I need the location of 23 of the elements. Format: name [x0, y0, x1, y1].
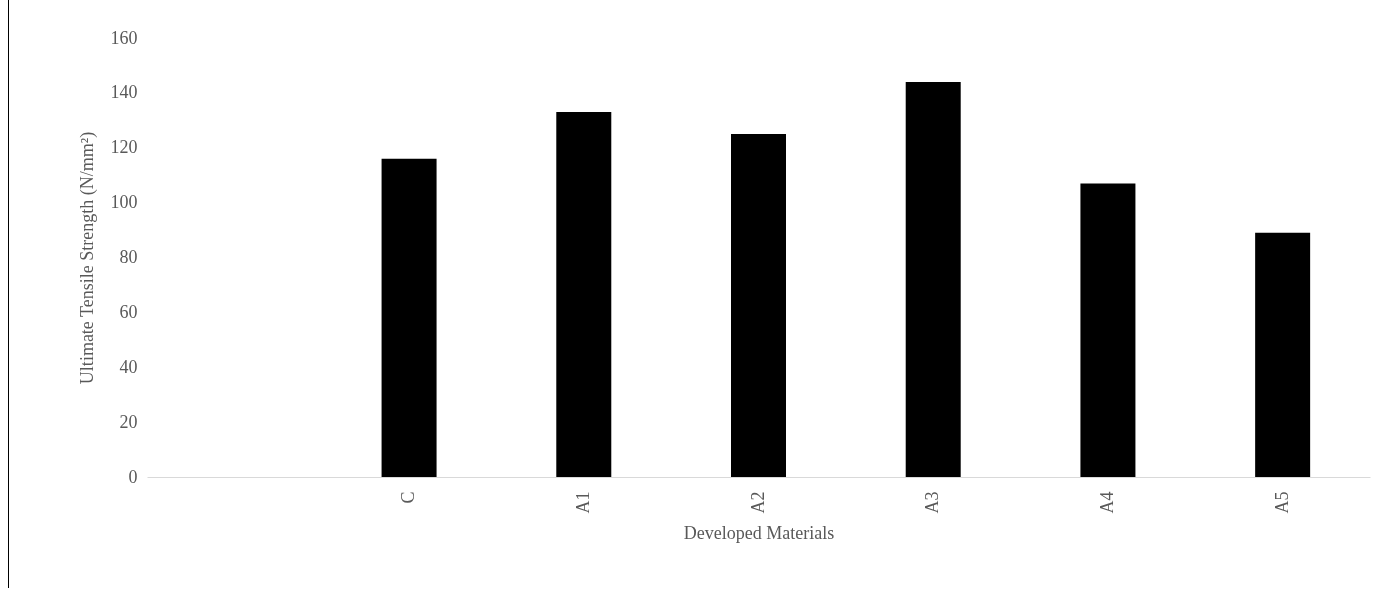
y-tick-label: 160: [110, 27, 138, 48]
bar: [1080, 183, 1136, 477]
y-tick-label: 20: [119, 411, 138, 432]
x-tick-label: A2: [747, 491, 768, 514]
y-tick-label: 0: [128, 466, 138, 487]
y-tick-label: 60: [119, 301, 138, 322]
x-tick-label: A4: [1096, 491, 1117, 514]
y-tick-label: 140: [110, 82, 138, 103]
y-tick-label: 80: [119, 247, 138, 267]
x-tick-label: A1: [572, 491, 593, 514]
x-axis-title: Developed Materials: [683, 523, 835, 544]
bar: [381, 158, 437, 477]
x-tick-label: A5: [1271, 491, 1292, 514]
bar: [556, 112, 612, 477]
y-tick-label: 120: [110, 137, 138, 158]
y-axis-title: Ultimate Tensile Strength (N/mm²): [76, 131, 98, 385]
x-tick-label: A3: [922, 491, 943, 514]
y-tick-label: 40: [119, 356, 138, 377]
bar: [1255, 232, 1311, 477]
x-tick-label: C: [398, 491, 419, 504]
bar: [731, 134, 786, 477]
y-tick-label: 100: [110, 192, 138, 213]
bar: [905, 81, 961, 477]
